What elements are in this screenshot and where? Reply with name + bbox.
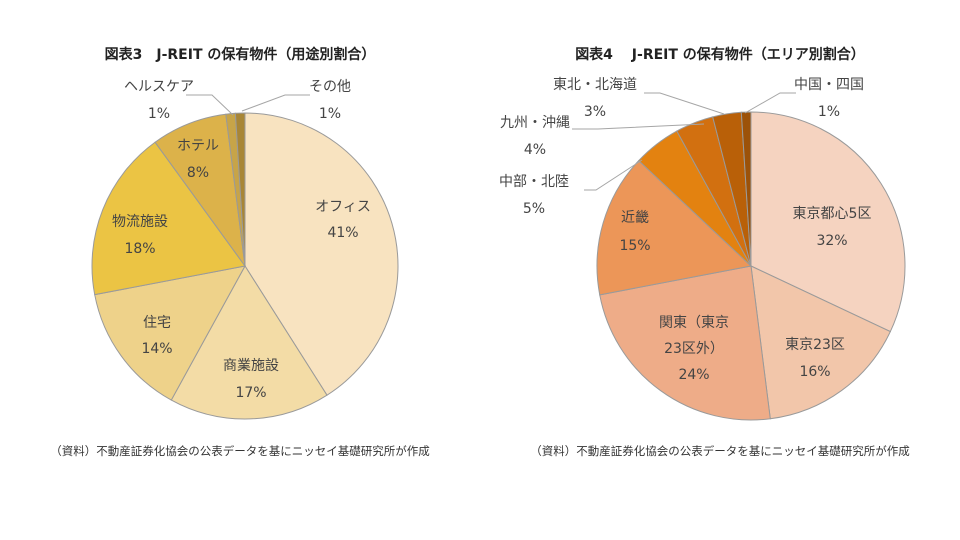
- slice-percent-label: 16%: [799, 364, 830, 380]
- slice-percent-label: 1%: [818, 104, 840, 120]
- slice-name-label: 23区外）: [664, 341, 724, 357]
- leader-line: [644, 92, 725, 115]
- slice-name-label: 近畿: [621, 210, 649, 226]
- pie-slice: [170, 265, 328, 420]
- slice-name-label: 中部・北陸: [499, 174, 569, 190]
- slice-percent-label: 17%: [235, 385, 266, 401]
- chart-panel-area: 図表4 J-REIT の保有物件（エリア別割合） 東京都心5区 32% 東京23区 1…: [480, 0, 960, 540]
- slice-name-label: オフィス: [315, 199, 371, 215]
- leader-line: [744, 92, 796, 114]
- slice-name-label: 商業施設: [223, 358, 279, 374]
- slice-name-label: 九州・沖縄: [500, 115, 570, 131]
- slice-percent-label: 32%: [816, 233, 847, 249]
- slice-name-label: 関東（東京: [659, 315, 729, 331]
- slice-percent-label: 24%: [678, 367, 709, 383]
- pie-slice: [234, 112, 246, 267]
- slice-percent-label: 4%: [524, 142, 546, 158]
- pie-slice: [94, 265, 246, 401]
- pie-slice: [596, 159, 753, 296]
- slice-percent-label: 41%: [327, 225, 358, 241]
- pie-slice: [244, 112, 399, 396]
- slice-name-label: 東京都心5区: [793, 206, 872, 222]
- slice-percent-label: 3%: [584, 104, 606, 120]
- slice-name-label: ホテル: [177, 138, 219, 154]
- slice-percent-label: 1%: [319, 106, 341, 122]
- chart-title: 図表4 J-REIT の保有物件（エリア別割合）: [575, 47, 865, 63]
- slice-name-label: その他: [309, 79, 351, 95]
- slice-name-label: 住宅: [143, 315, 171, 331]
- pie-slice: [750, 111, 906, 333]
- leader-line: [241, 94, 310, 112]
- pie-slice: [599, 265, 771, 421]
- slice-name-label: ヘルスケア: [124, 79, 194, 95]
- slice-name-label: 東北・北海道: [553, 77, 637, 93]
- slice-name-label: 東京23区: [785, 337, 845, 353]
- slice-percent-label: 14%: [141, 341, 172, 357]
- slice-name-label: 中国・四国: [794, 77, 864, 93]
- pie-chart-usage: オフィス 41% 商業施設 17% 住宅 14% 物流施設 18% ホテル 8% ヘルスケア 1% その…: [91, 79, 399, 420]
- chart-panel-usage: 図表3 J-REIT の保有物件（用途別割合） オフィス 41% 商業施設 17% 住宅…: [50, 47, 430, 458]
- slice-percent-label: 5%: [523, 201, 545, 217]
- chart-title: 図表3 J-REIT の保有物件（用途別割合）: [104, 47, 376, 63]
- leader-line: [572, 123, 705, 130]
- slice-percent-label: 15%: [619, 238, 650, 254]
- chart-source-note: （資料）不動産証券化協会の公表データを基にニッセイ基礎研究所が作成: [530, 444, 910, 458]
- slice-percent-label: 1%: [148, 106, 170, 122]
- slice-percent-label: 18%: [124, 241, 155, 257]
- leader-line: [584, 159, 643, 191]
- slice-name-label: 物流施設: [112, 214, 168, 230]
- pie-slice: [91, 141, 246, 296]
- chart-source-note: （資料）不動産証券化協会の公表データを基にニッセイ基礎研究所が作成: [50, 444, 430, 458]
- pie-chart-area: 東京都心5区 32% 東京23区 16% 関東（東京 23区外） 24% 近畿 15% 中部・北陸…: [499, 77, 906, 421]
- slice-percent-label: 8%: [187, 165, 209, 181]
- leader-line: [186, 94, 234, 116]
- pie-slice: [750, 265, 892, 420]
